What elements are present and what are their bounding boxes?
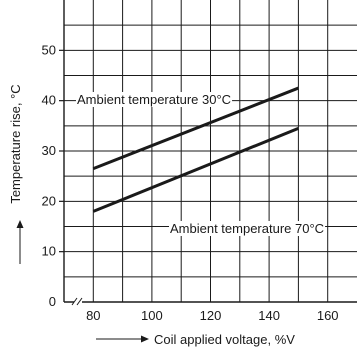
series-line xyxy=(92,86,299,171)
series-label-ambient-70: Ambient temperature 70°C xyxy=(170,221,324,236)
series-label-background xyxy=(169,221,326,236)
y-tick-label: 30 xyxy=(42,143,56,158)
y-tick-label: 50 xyxy=(42,42,56,57)
axis-break-mark xyxy=(71,297,83,306)
y-axis-title: Temperature rise, °C xyxy=(8,84,23,203)
series-line xyxy=(92,126,299,213)
series-label-ambient-30: Ambient temperature 30°C xyxy=(77,92,231,107)
axis-break-slash xyxy=(76,297,83,306)
series-lines xyxy=(92,86,299,213)
axes xyxy=(59,0,357,306)
labels: 0 10 20 30 40 50 80 100 120 140 160 Ambient tempera… xyxy=(8,42,339,347)
x-tick-label: 80 xyxy=(86,308,100,323)
y-axis-arrow-head xyxy=(16,220,24,228)
x-axis-title: Coil applied voltage, %V xyxy=(154,332,295,347)
y-tick-label: 10 xyxy=(42,244,56,259)
x-tick-label: 140 xyxy=(258,308,280,323)
x-axis-arrow-head xyxy=(141,335,149,343)
y-tick-label: 0 xyxy=(49,294,56,309)
x-tick-label: 160 xyxy=(317,308,339,323)
x-tick-label: 100 xyxy=(141,308,163,323)
y-tick-label: 20 xyxy=(42,193,56,208)
x-tick-label: 120 xyxy=(200,308,222,323)
axis-break-gap xyxy=(74,298,82,306)
grid xyxy=(64,0,357,302)
y-tick-label: 40 xyxy=(42,93,56,108)
axis-break-slash xyxy=(71,297,78,306)
series-label-background xyxy=(76,92,233,107)
